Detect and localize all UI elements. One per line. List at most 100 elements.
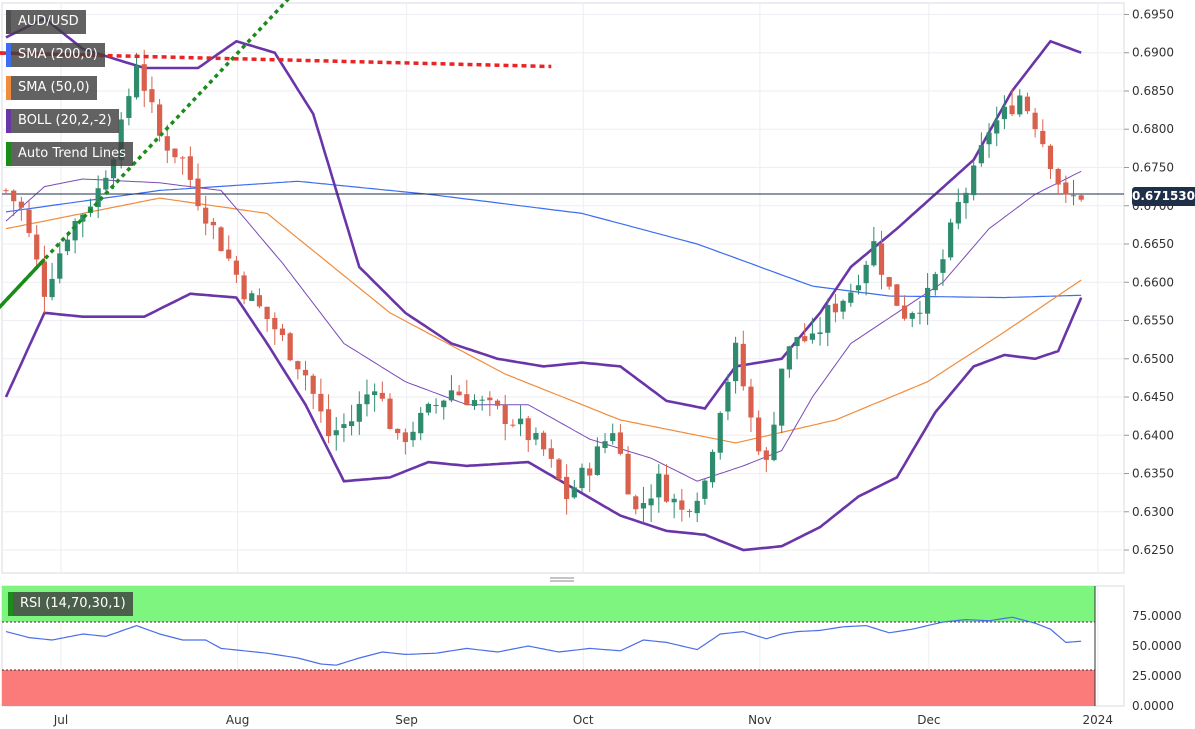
candle[interactable]: [1063, 175, 1069, 204]
candle[interactable]: [525, 416, 531, 453]
candle[interactable]: [702, 479, 708, 505]
candle[interactable]: [917, 300, 923, 325]
candle[interactable]: [95, 175, 101, 219]
candle[interactable]: [948, 218, 954, 261]
candle[interactable]: [986, 123, 992, 158]
candle[interactable]: [940, 249, 946, 286]
candle[interactable]: [433, 398, 439, 414]
candle[interactable]: [1032, 108, 1038, 138]
candle[interactable]: [932, 271, 938, 296]
candle[interactable]: [832, 293, 839, 323]
candle[interactable]: [26, 201, 32, 237]
candle[interactable]: [448, 375, 455, 403]
candle[interactable]: [786, 345, 792, 378]
candle[interactable]: [57, 242, 63, 284]
candle[interactable]: [471, 394, 478, 410]
candle[interactable]: [456, 385, 462, 396]
candle[interactable]: [971, 160, 977, 201]
candle[interactable]: [72, 218, 78, 254]
candle[interactable]: [3, 188, 9, 195]
candle[interactable]: [18, 196, 24, 221]
candle[interactable]: [1017, 89, 1023, 117]
candle[interactable]: [195, 163, 201, 211]
candle[interactable]: [1040, 119, 1046, 148]
legend-item-sma200[interactable]: SMA (200,0): [6, 43, 133, 67]
candle[interactable]: [978, 132, 984, 167]
candle[interactable]: [256, 288, 263, 309]
candle[interactable]: [356, 391, 362, 435]
candle[interactable]: [794, 336, 800, 360]
candle[interactable]: [126, 88, 132, 126]
candle[interactable]: [341, 413, 347, 442]
candle[interactable]: [333, 416, 339, 451]
candle[interactable]: [349, 404, 355, 436]
candles[interactable]: [3, 49, 1084, 524]
candle[interactable]: [556, 457, 562, 482]
candle[interactable]: [218, 226, 224, 252]
candle[interactable]: [517, 405, 524, 437]
candle[interactable]: [909, 311, 915, 328]
candle[interactable]: [279, 324, 286, 342]
candle[interactable]: [579, 463, 585, 493]
candle[interactable]: [817, 317, 823, 346]
candle[interactable]: [779, 368, 785, 434]
candle[interactable]: [325, 394, 332, 444]
candle[interactable]: [809, 317, 815, 344]
candle[interactable]: [387, 393, 393, 430]
candle[interactable]: [425, 402, 431, 416]
legend-item-trendlines[interactable]: Auto Trend Lines: [6, 142, 133, 166]
candle[interactable]: [272, 312, 278, 345]
candle[interactable]: [464, 379, 470, 406]
candle[interactable]: [287, 331, 293, 362]
candle[interactable]: [709, 449, 716, 488]
candle[interactable]: [379, 381, 385, 402]
rsi-legend[interactable]: RSI (14,70,30,1): [8, 592, 133, 616]
candle[interactable]: [648, 484, 654, 523]
candle[interactable]: [1009, 88, 1015, 117]
candle[interactable]: [640, 486, 647, 524]
candle[interactable]: [502, 394, 508, 441]
candle[interactable]: [410, 421, 416, 447]
candle[interactable]: [510, 419, 516, 428]
candle[interactable]: [318, 378, 324, 423]
candle[interactable]: [886, 276, 892, 290]
candle[interactable]: [878, 230, 885, 290]
candle[interactable]: [694, 492, 700, 523]
candle[interactable]: [295, 360, 301, 380]
candle[interactable]: [594, 437, 600, 476]
candle[interactable]: [226, 235, 232, 261]
candle[interactable]: [418, 407, 424, 441]
candle[interactable]: [625, 446, 631, 495]
candle[interactable]: [763, 447, 769, 473]
candle[interactable]: [925, 273, 931, 325]
candle[interactable]: [840, 299, 846, 320]
candle[interactable]: [740, 330, 746, 391]
candle[interactable]: [679, 488, 685, 522]
candle[interactable]: [241, 271, 247, 305]
candle[interactable]: [871, 226, 877, 267]
candle[interactable]: [1024, 92, 1031, 114]
candle[interactable]: [963, 187, 969, 219]
candle[interactable]: [994, 106, 1000, 147]
candle[interactable]: [34, 225, 40, 268]
candle[interactable]: [49, 262, 55, 301]
candle[interactable]: [1001, 95, 1007, 130]
candle[interactable]: [756, 410, 762, 456]
candle[interactable]: [825, 298, 831, 347]
candle[interactable]: [203, 195, 209, 236]
candle[interactable]: [441, 399, 447, 420]
candle[interactable]: [533, 427, 539, 446]
legend-item-sma50[interactable]: SMA (50,0): [6, 76, 133, 100]
candle[interactable]: [610, 423, 616, 445]
candle[interactable]: [663, 464, 670, 503]
candle[interactable]: [571, 479, 577, 499]
candle[interactable]: [395, 428, 401, 440]
candle[interactable]: [302, 360, 309, 391]
legend-item-boll[interactable]: BOLL (20,2,-2): [6, 109, 133, 133]
candle[interactable]: [1055, 167, 1061, 195]
candle[interactable]: [617, 424, 623, 456]
candle[interactable]: [901, 295, 908, 321]
candle[interactable]: [372, 383, 378, 412]
candle[interactable]: [1078, 194, 1084, 202]
candle[interactable]: [494, 399, 501, 410]
